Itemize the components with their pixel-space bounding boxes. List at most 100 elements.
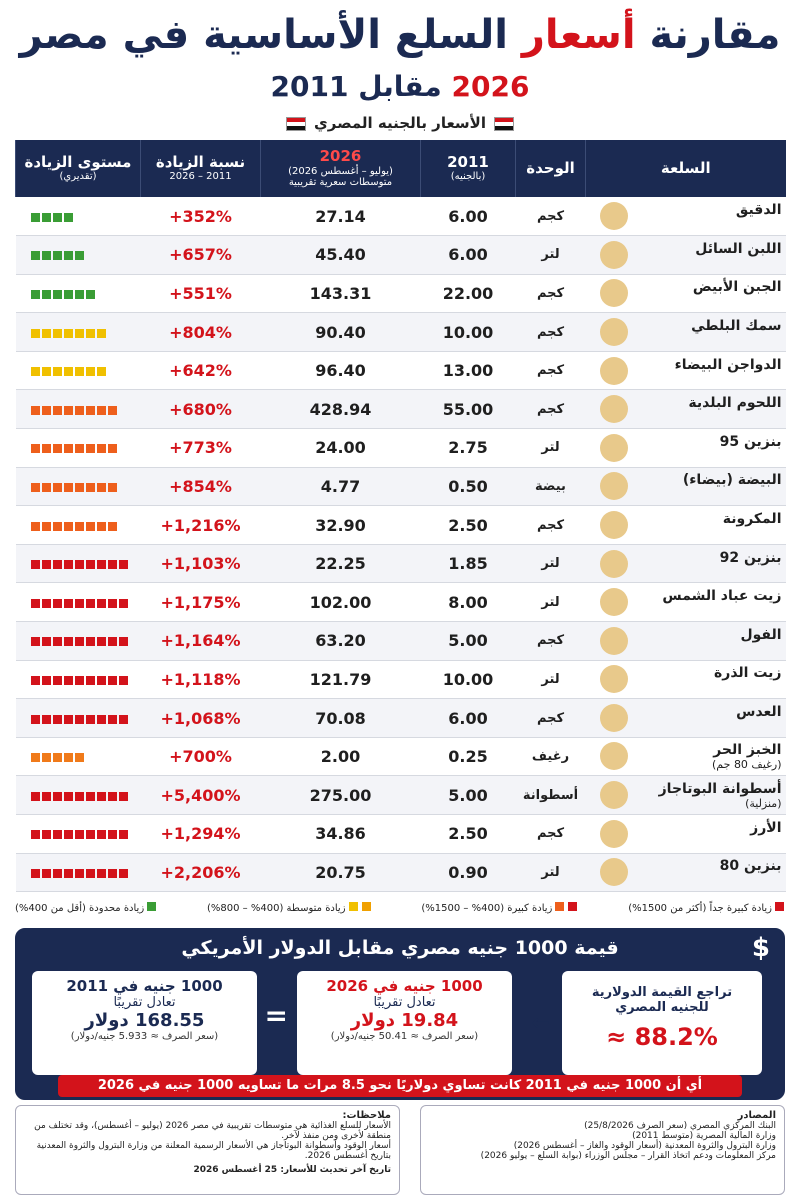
card-line: تعادل تقريبًا bbox=[373, 995, 436, 1010]
level-square bbox=[30, 289, 40, 299]
level-square bbox=[41, 251, 51, 261]
level-square bbox=[74, 405, 84, 415]
level bbox=[15, 582, 141, 623]
item-name-wrap: الدقيق bbox=[736, 202, 782, 218]
level-square bbox=[74, 251, 84, 261]
level-square bbox=[107, 444, 117, 454]
column-sub: (بالجنيه) bbox=[450, 171, 486, 183]
flag bbox=[493, 116, 514, 131]
increase: +1,118% bbox=[140, 660, 261, 700]
unit: كجم bbox=[515, 197, 586, 237]
level-square bbox=[107, 675, 117, 685]
row: المكرونة كجم 2.50 32.90 +1,216% bbox=[15, 505, 786, 545]
level-square bbox=[74, 791, 84, 801]
unit: كجم bbox=[515, 312, 586, 352]
level-square bbox=[63, 212, 73, 222]
unit: كجم bbox=[515, 274, 586, 314]
item-name: الفول bbox=[740, 626, 782, 643]
level-square bbox=[41, 675, 51, 685]
level-square bbox=[30, 521, 40, 531]
price-2026: 102.00 bbox=[260, 582, 421, 623]
level-square bbox=[63, 675, 73, 685]
price-2011: 0.50 bbox=[420, 467, 516, 507]
arrow: ← bbox=[531, 1011, 550, 1036]
item-name: اللحوم البلدية bbox=[688, 395, 782, 412]
level-square bbox=[96, 830, 106, 840]
column-header: الوحدة bbox=[515, 140, 586, 197]
level-square bbox=[96, 714, 106, 724]
source-item: مركز المعلومات ودعم اتخاذ القرار – مجلس … bbox=[480, 1151, 776, 1161]
column-title: 2011 bbox=[447, 153, 489, 172]
item-name-wrap: الأرز bbox=[750, 820, 781, 836]
row: العدس كجم 6.00 70.08 +1,068% bbox=[15, 698, 786, 738]
icon bbox=[599, 588, 628, 617]
level-square bbox=[85, 791, 95, 801]
level-square bbox=[63, 251, 73, 261]
level-square bbox=[63, 868, 73, 878]
item-cell: الجبن الأبيض bbox=[585, 274, 786, 314]
level-square bbox=[41, 560, 51, 570]
level-square bbox=[52, 289, 62, 299]
decline-line: للجنيه المصري bbox=[615, 1000, 709, 1015]
level-square bbox=[107, 791, 117, 801]
level-square bbox=[63, 405, 73, 415]
level-square bbox=[118, 560, 128, 570]
level-square bbox=[74, 367, 84, 377]
notes-list: الأسعار للسلع الغذائية هي متوسطات تقريبي… bbox=[24, 1121, 391, 1161]
item-cell: بنزين 95 bbox=[585, 428, 786, 468]
level-square bbox=[41, 367, 51, 377]
level-square bbox=[41, 405, 51, 415]
level bbox=[15, 235, 141, 275]
level-square bbox=[96, 675, 106, 685]
level-square bbox=[96, 482, 106, 492]
price-2026: 428.94 bbox=[260, 389, 421, 430]
price-2026: 63.20 bbox=[260, 621, 421, 661]
increase: +854% bbox=[140, 467, 261, 507]
level-square bbox=[52, 367, 62, 377]
legend: زيادة كبيرة جداً (أكثر من 1500%) زيادة كب… bbox=[15, 902, 785, 914]
column-header: مستوى الزيادة (تقديري) bbox=[15, 140, 141, 197]
level-square bbox=[30, 212, 40, 222]
card-line: تعادل تقريبًا bbox=[113, 995, 176, 1010]
card-title: 1000 جنيه في 2011 bbox=[66, 977, 223, 995]
title-part: أسعار bbox=[521, 12, 636, 58]
legend-item: زيادة كبيرة جداً (أكثر من 1500%) bbox=[628, 902, 785, 914]
level-square bbox=[85, 328, 95, 338]
icon bbox=[599, 433, 628, 462]
increase: +657% bbox=[140, 235, 261, 275]
decline-line: تراجع القيمة الدولارية bbox=[591, 985, 733, 1000]
notes-title: ملاحظات: bbox=[342, 1110, 391, 1121]
level-square bbox=[107, 598, 117, 608]
level-square bbox=[30, 598, 40, 608]
row: سمك البلطي كجم 10.00 90.40 +804% bbox=[15, 312, 786, 352]
item-note: (رغيف 80 جم) bbox=[712, 758, 782, 772]
level-square bbox=[63, 560, 73, 570]
level-square bbox=[74, 868, 84, 878]
price-2026: 90.40 bbox=[260, 312, 421, 352]
unit: أسطوانة bbox=[515, 775, 586, 815]
item-cell: العدس bbox=[585, 698, 786, 738]
row: الفول كجم 5.00 63.20 +1,164% bbox=[15, 621, 786, 661]
level-square bbox=[96, 521, 106, 531]
price-2011: 6.00 bbox=[420, 197, 516, 237]
level bbox=[15, 505, 141, 545]
unit: كجم bbox=[515, 505, 586, 545]
column-title: السلعة bbox=[660, 158, 711, 177]
level-square bbox=[63, 714, 73, 724]
level-square bbox=[63, 598, 73, 608]
item-name-wrap: بنزين 95 bbox=[720, 434, 782, 450]
level-square bbox=[30, 830, 40, 840]
row: بنزين 95 لتر 2.75 24.00 +773% bbox=[15, 428, 786, 468]
level-square bbox=[30, 753, 40, 763]
level-square bbox=[52, 521, 62, 531]
item-cell: الخبز الحر (رغيف 80 جم) bbox=[585, 737, 786, 777]
item-name-wrap: اللبن السائل bbox=[695, 241, 781, 257]
increase: +1,175% bbox=[140, 582, 261, 623]
level bbox=[15, 197, 141, 237]
price-2026: 121.79 bbox=[260, 660, 421, 700]
level-square bbox=[85, 289, 95, 299]
item-name-wrap: الجبن الأبيض bbox=[693, 279, 782, 295]
note-item: الأسعار للسلع الغذائية هي متوسطات تقريبي… bbox=[34, 1121, 391, 1141]
level-square bbox=[63, 753, 73, 763]
